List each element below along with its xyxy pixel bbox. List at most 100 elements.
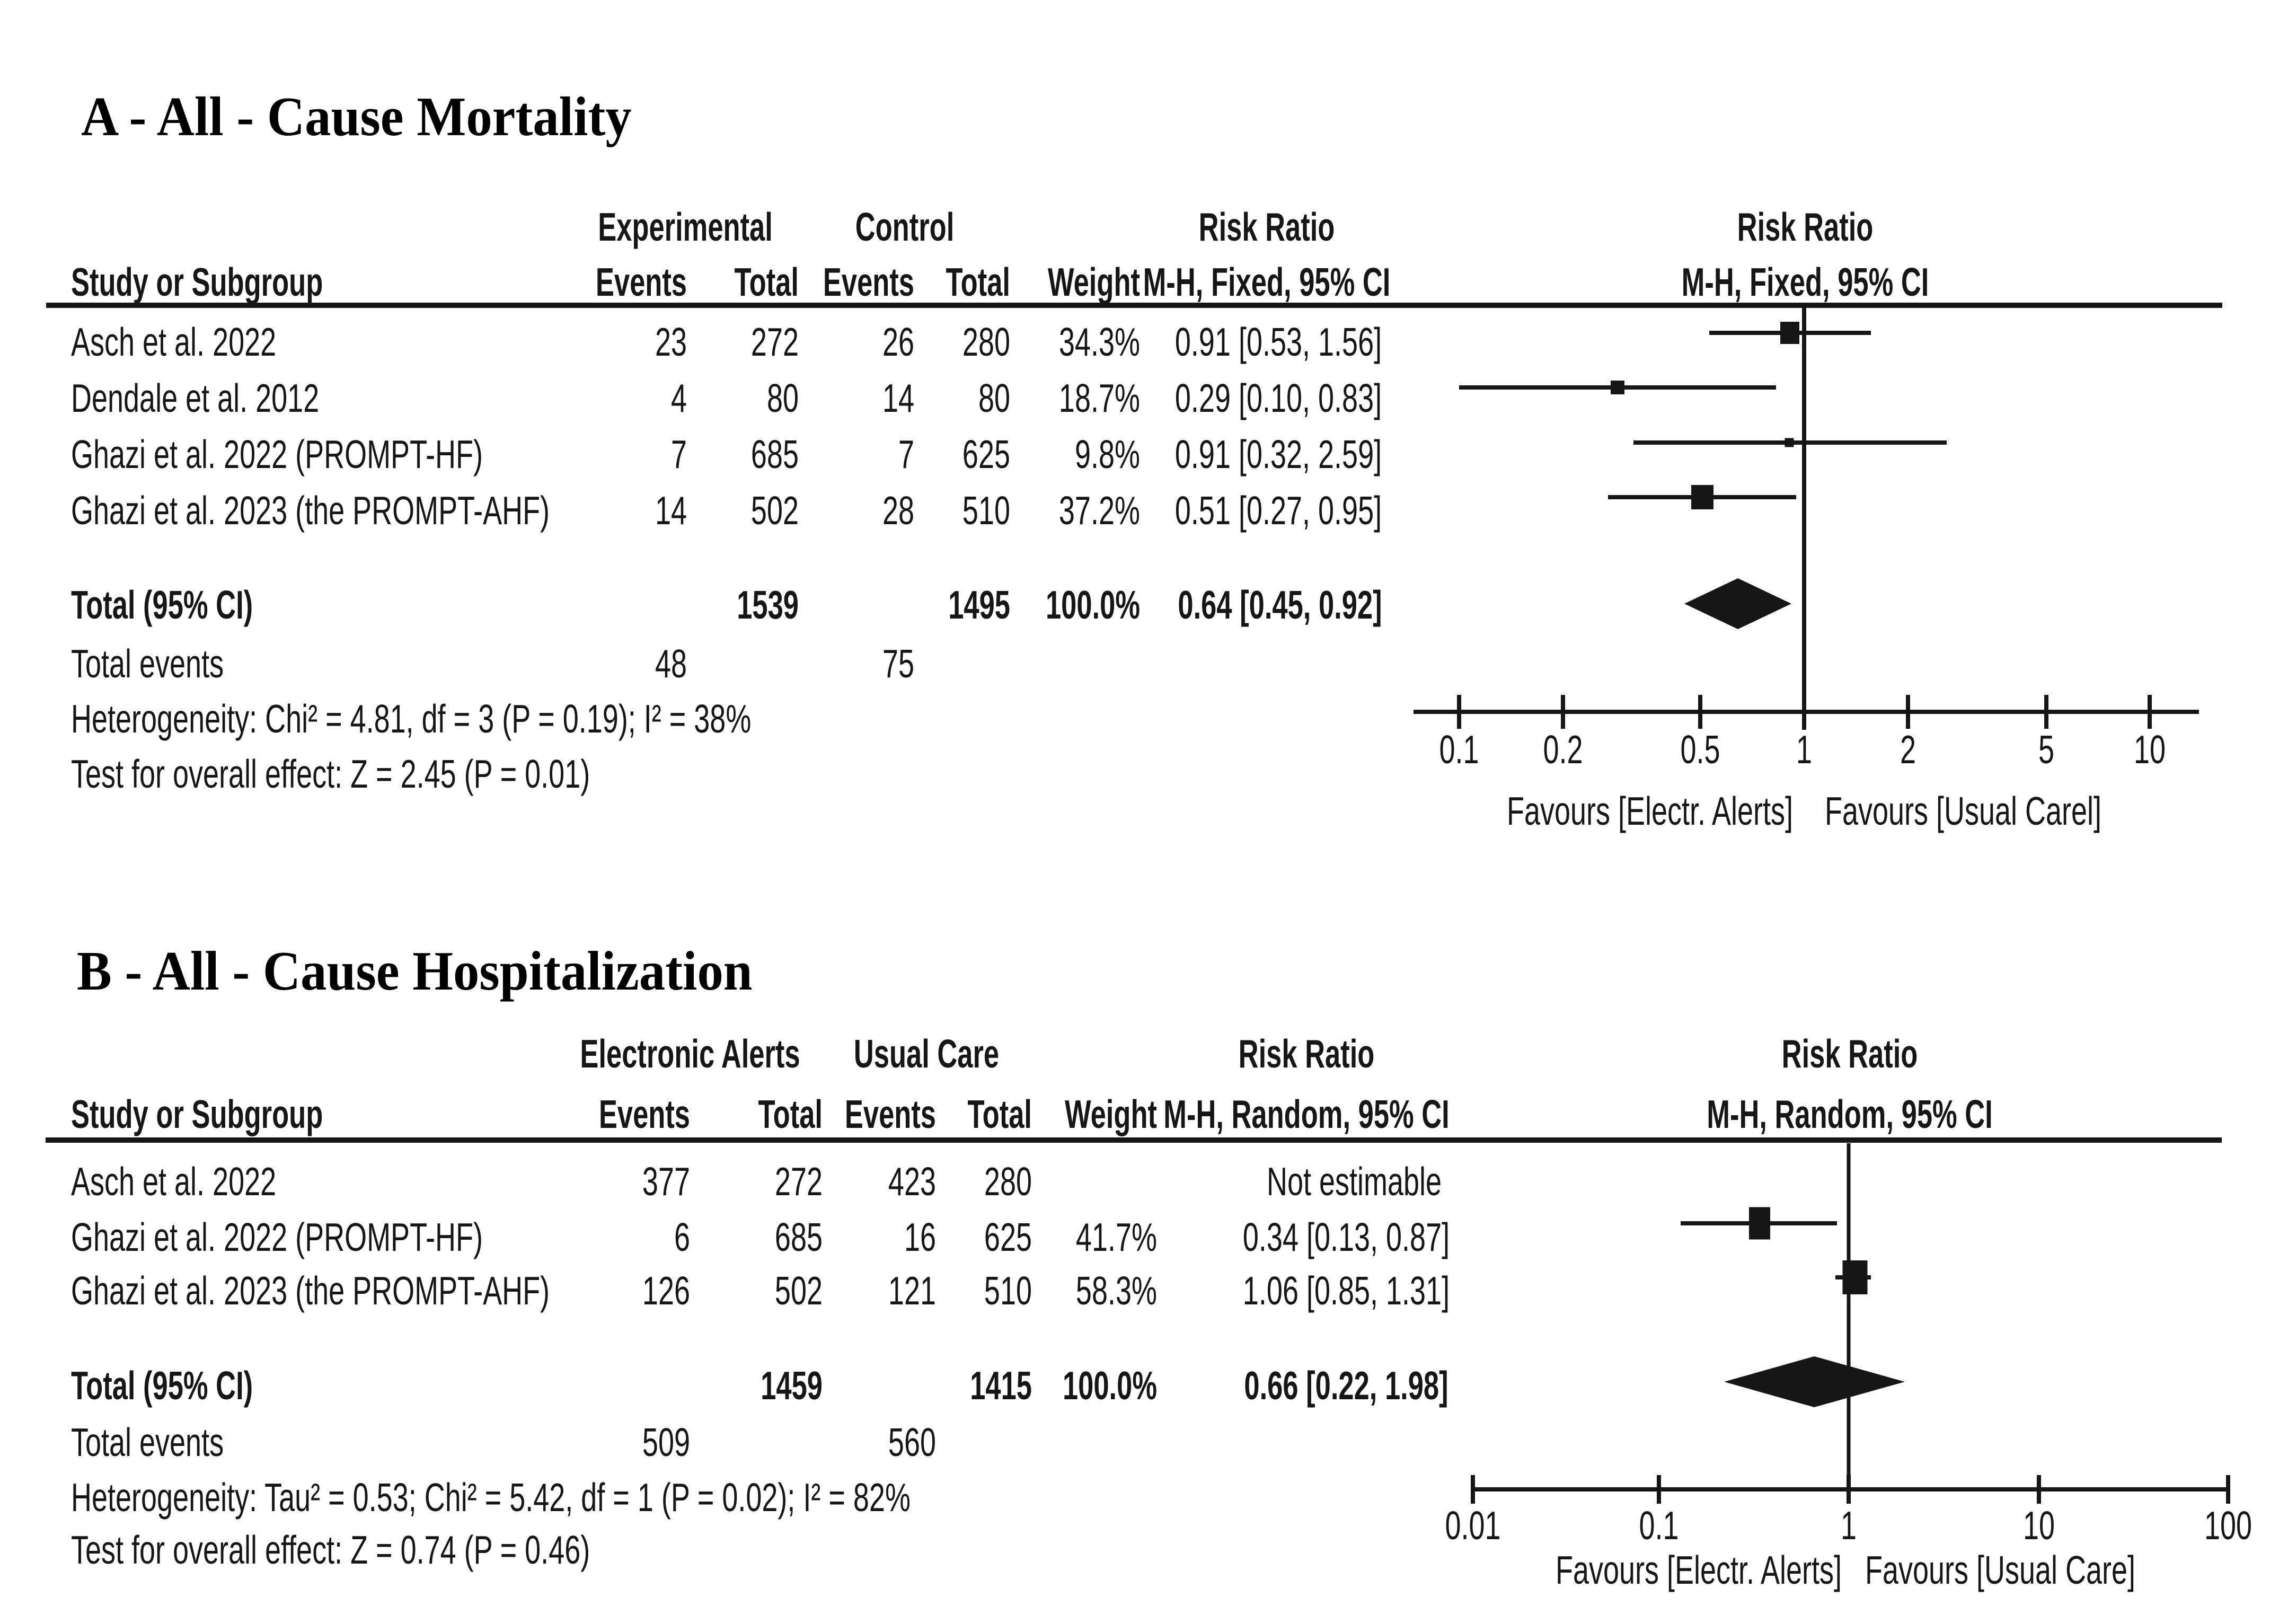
svg-text:B - All - Cause Hospitalizatio: B - All - Cause Hospitalization (77, 940, 753, 1002)
svg-text:Ghazi et al. 2022 (PROMPT-HF): Ghazi et al. 2022 (PROMPT-HF) (71, 1215, 483, 1259)
svg-text:7: 7 (898, 432, 914, 476)
svg-text:272: 272 (751, 320, 799, 364)
svg-text:126: 126 (642, 1268, 690, 1313)
svg-text:509: 509 (642, 1420, 690, 1464)
svg-text:M-H, Random, 95% CI: M-H, Random, 95% CI (1163, 1092, 1450, 1137)
svg-text:Total: Total (758, 1092, 823, 1137)
svg-text:0.64 [0.45, 0.92]: 0.64 [0.45, 0.92] (1178, 582, 1382, 628)
svg-text:Favours [Usual Care]: Favours [Usual Care] (1865, 1548, 2135, 1592)
svg-text:7: 7 (671, 432, 687, 476)
svg-text:685: 685 (775, 1215, 823, 1259)
svg-text:1495: 1495 (948, 582, 1010, 628)
svg-text:80: 80 (978, 376, 1010, 420)
svg-text:26: 26 (882, 320, 914, 364)
svg-text:1.06 [0.85, 1.31]: 1.06 [0.85, 1.31] (1243, 1268, 1450, 1313)
svg-text:58.3%: 58.3% (1076, 1268, 1157, 1313)
svg-text:1: 1 (1841, 1503, 1857, 1548)
svg-text:Total: Total (946, 260, 1010, 305)
svg-text:100.0%: 100.0% (1046, 582, 1140, 628)
svg-text:Total (95% CI): Total (95% CI) (71, 582, 253, 628)
svg-text:A - All - Cause Mortality: A - All - Cause Mortality (81, 86, 632, 147)
svg-text:16: 16 (904, 1215, 936, 1259)
svg-text:121: 121 (888, 1268, 936, 1313)
svg-text:0.91 [0.53, 1.56]: 0.91 [0.53, 1.56] (1175, 320, 1382, 364)
svg-text:280: 280 (984, 1159, 1032, 1204)
svg-text:28: 28 (882, 488, 914, 533)
svg-text:Test for overall effect: Z = 0: Test for overall effect: Z = 0.74 (P = 0… (71, 1528, 590, 1572)
svg-text:Risk Ratio: Risk Ratio (1239, 1031, 1375, 1076)
svg-text:10: 10 (2134, 727, 2166, 772)
svg-text:41.7%: 41.7% (1076, 1215, 1157, 1259)
svg-text:272: 272 (775, 1159, 823, 1204)
svg-text:625: 625 (962, 432, 1010, 476)
svg-text:Risk Ratio: Risk Ratio (1782, 1031, 1918, 1076)
svg-text:18.7%: 18.7% (1059, 376, 1140, 420)
svg-text:Weight: Weight (1065, 1092, 1157, 1137)
svg-text:377: 377 (642, 1159, 690, 1204)
svg-text:37.2%: 37.2% (1059, 488, 1140, 533)
svg-text:34.3%: 34.3% (1059, 320, 1140, 364)
svg-text:Total (95% CI): Total (95% CI) (71, 1363, 253, 1408)
svg-text:0.1: 0.1 (1439, 727, 1479, 772)
svg-text:Control: Control (855, 205, 955, 250)
svg-text:M-H, Random, 95% CI: M-H, Random, 95% CI (1707, 1092, 1993, 1137)
svg-text:Total: Total (968, 1092, 1032, 1137)
svg-text:423: 423 (888, 1159, 936, 1204)
svg-text:Weight: Weight (1048, 260, 1140, 305)
svg-text:0.91 [0.32, 2.59]: 0.91 [0.32, 2.59] (1175, 432, 1382, 476)
svg-text:0.01: 0.01 (1445, 1503, 1500, 1548)
svg-text:Favours [Electr. Alerts]: Favours [Electr. Alerts] (1507, 789, 1793, 833)
svg-text:Risk Ratio: Risk Ratio (1199, 205, 1335, 250)
svg-text:Events: Events (823, 260, 914, 305)
svg-text:Total: Total (735, 260, 799, 305)
svg-text:Heterogeneity: Tau² = 0.53; Ch: Heterogeneity: Tau² = 0.53; Chi² = 5.42,… (71, 1475, 911, 1520)
svg-text:Usual Care: Usual Care (854, 1031, 999, 1076)
svg-text:0.51 [0.27, 0.95]: 0.51 [0.27, 0.95] (1175, 488, 1382, 533)
svg-text:0.29 [0.10, 0.83]: 0.29 [0.10, 0.83] (1175, 376, 1382, 420)
svg-text:9.8%: 9.8% (1075, 432, 1140, 476)
svg-text:10: 10 (2023, 1503, 2055, 1548)
svg-text:Asch et al. 2022: Asch et al. 2022 (71, 320, 276, 364)
svg-text:Experimental: Experimental (598, 205, 773, 250)
svg-text:M-H, Fixed, 95% CI: M-H, Fixed, 95% CI (1143, 260, 1391, 305)
svg-text:502: 502 (775, 1268, 823, 1313)
svg-text:4: 4 (671, 376, 687, 420)
svg-text:Risk Ratio: Risk Ratio (1737, 205, 1874, 250)
svg-text:0.1: 0.1 (1639, 1503, 1679, 1548)
svg-text:1539: 1539 (737, 582, 799, 628)
svg-text:0.66 [0.22, 1.98]: 0.66 [0.22, 1.98] (1244, 1363, 1448, 1408)
svg-text:Events: Events (845, 1092, 936, 1137)
svg-text:Favours [Usual Carel]: Favours [Usual Carel] (1825, 789, 2101, 833)
svg-text:Study or Subgroup: Study or Subgroup (71, 1092, 323, 1137)
svg-text:Favours [Electr. Alerts]: Favours [Electr. Alerts] (1556, 1548, 1842, 1592)
svg-text:6: 6 (674, 1215, 690, 1259)
svg-text:1415: 1415 (970, 1363, 1032, 1408)
svg-text:560: 560 (888, 1420, 936, 1464)
svg-text:Ghazi et al. 2022 (PROMPT-HF): Ghazi et al. 2022 (PROMPT-HF) (71, 432, 483, 476)
svg-text:14: 14 (655, 488, 687, 533)
svg-text:1: 1 (1796, 727, 1812, 772)
svg-text:Ghazi et al. 2023 (the PROMPT-: Ghazi et al. 2023 (the PROMPT-AHF) (71, 1268, 550, 1313)
svg-text:Not estimable: Not estimable (1267, 1159, 1442, 1204)
svg-text:M-H, Fixed, 95% CI: M-H, Fixed, 95% CI (1682, 260, 1929, 305)
svg-text:Asch et al. 2022: Asch et al. 2022 (71, 1159, 276, 1204)
svg-text:280: 280 (962, 320, 1010, 364)
svg-text:685: 685 (751, 432, 799, 476)
svg-text:Events: Events (596, 260, 687, 305)
svg-text:Heterogeneity: Chi² = 4.81, df: Heterogeneity: Chi² = 4.81, df = 3 (P = … (71, 696, 751, 741)
svg-text:48: 48 (655, 641, 687, 686)
svg-text:510: 510 (962, 488, 1010, 533)
svg-text:100.0%: 100.0% (1063, 1363, 1157, 1408)
svg-text:0.34 [0.13, 0.87]: 0.34 [0.13, 0.87] (1243, 1215, 1450, 1259)
svg-text:80: 80 (767, 376, 799, 420)
svg-text:Study or Subgroup: Study or Subgroup (71, 260, 323, 305)
svg-text:Electronic Alerts: Electronic Alerts (580, 1031, 800, 1076)
svg-text:2: 2 (1900, 727, 1916, 772)
svg-text:23: 23 (655, 320, 687, 364)
svg-text:Total events: Total events (71, 1420, 224, 1464)
svg-text:Ghazi et al. 2023 (the PROMPT-: Ghazi et al. 2023 (the PROMPT-AHF) (71, 488, 550, 533)
svg-text:625: 625 (984, 1215, 1032, 1259)
svg-text:100: 100 (2204, 1503, 2252, 1548)
svg-text:Events: Events (599, 1092, 690, 1137)
svg-text:0.5: 0.5 (1680, 727, 1720, 772)
